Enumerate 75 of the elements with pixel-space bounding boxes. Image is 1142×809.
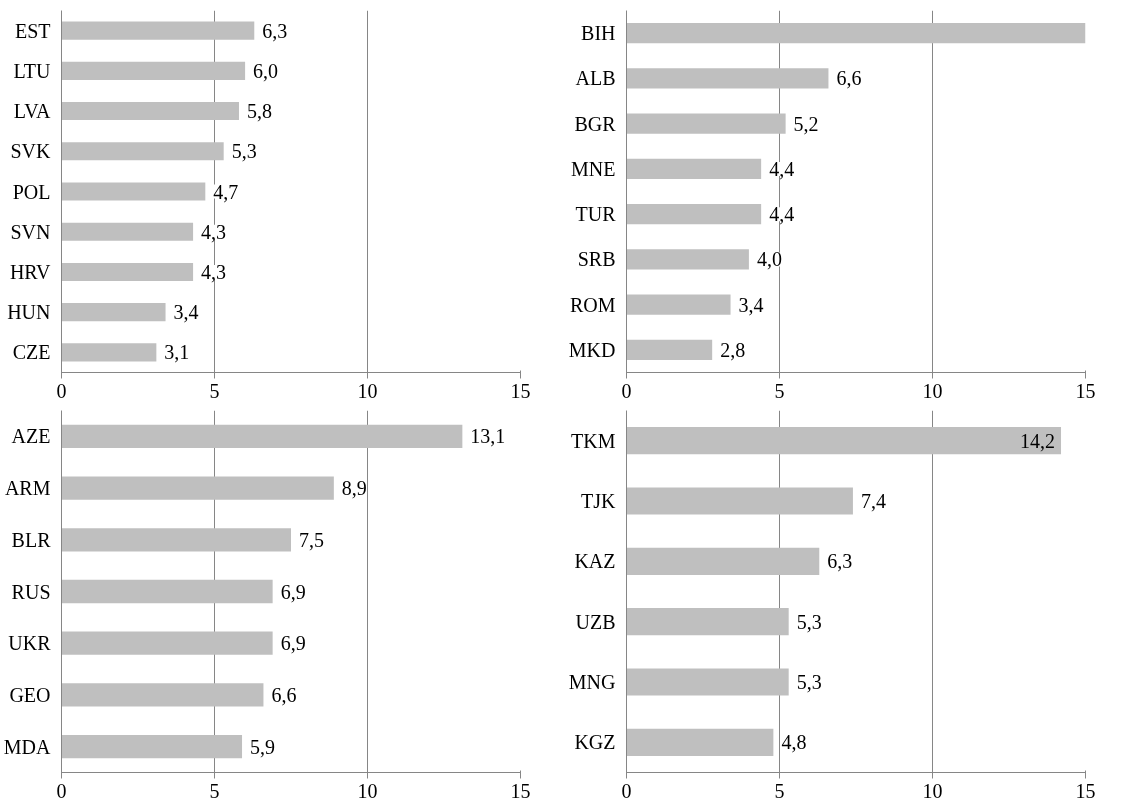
y-tick-label: KAZ (574, 550, 616, 573)
y-tick-label: TUR (575, 203, 617, 226)
data-label: 7,4 (860, 490, 886, 512)
data-label: 6,9 (280, 632, 306, 655)
y-tick-label: TJK (581, 490, 617, 512)
x-tick-label: 5 (774, 779, 785, 802)
y-tick-label: POL (12, 180, 51, 203)
y-tick-label: GEO (9, 683, 51, 706)
data-label: 5,3 (796, 671, 822, 693)
x-tick-label: 10 (357, 779, 378, 802)
data-label: 4,4 (769, 157, 795, 180)
x-tick-label: 10 (922, 379, 943, 402)
x-tick-label: 5 (209, 779, 220, 802)
x-tick-label: 15 (1075, 779, 1096, 802)
data-label: 6,3 (262, 19, 288, 42)
y-tick-label: MNE (571, 157, 616, 180)
y-tick-label: ALB (575, 67, 616, 90)
data-label: 5,8 (246, 100, 272, 123)
y-tick-label: LTU (13, 59, 52, 82)
data-label: 4,3 (201, 260, 227, 283)
y-tick-label: SVN (10, 220, 51, 243)
x-tick-label: 0 (621, 379, 632, 402)
data-label: 3,1 (164, 341, 190, 364)
x-tick-label: 0 (621, 779, 632, 802)
x-tick-label: 15 (1075, 379, 1096, 402)
data-label: 14,2 (1020, 429, 1056, 452)
y-tick-label: ROM (569, 293, 616, 316)
x-tick-label: 5 (774, 379, 785, 402)
data-label: 3,4 (738, 293, 764, 316)
y-tick-label: SVK (10, 140, 52, 163)
data-label: 3,4 (173, 301, 199, 324)
x-tick-label: 0 (56, 379, 67, 402)
data-label: 6,0 (253, 59, 279, 82)
y-tick-label: UKR (8, 632, 52, 655)
y-tick-label: MNG (568, 671, 616, 693)
data-label: 6,9 (280, 580, 306, 603)
y-tick-label: MDA (3, 735, 52, 758)
data-label: 4,0 (756, 248, 782, 271)
y-tick-label: KGZ (574, 731, 616, 754)
data-label: 2,8 (720, 338, 746, 361)
data-label: 7,5 (299, 528, 324, 551)
x-tick-label: 15 (510, 379, 531, 402)
y-tick-label: HRV (9, 260, 52, 283)
data-label: 6,6 (836, 67, 862, 90)
data-label: 4,7 (213, 180, 239, 203)
y-tick-label: HUN (7, 301, 51, 324)
y-tick-label: ARM (4, 477, 51, 500)
data-label: 4,3 (201, 220, 227, 243)
data-label: 4,8 (781, 731, 807, 754)
data-label: 5,9 (250, 735, 276, 758)
y-tick-label: UZB (575, 610, 616, 633)
y-tick-label: BGR (574, 112, 617, 135)
y-tick-label: TKM (571, 429, 616, 452)
y-tick-label: AZE (11, 425, 51, 448)
data-label: 6,3 (827, 550, 853, 573)
y-tick-label: BIH (581, 22, 616, 45)
data-label: 4,4 (769, 203, 795, 226)
data-label: 6,6 (271, 683, 297, 706)
y-tick-label: EST (14, 19, 51, 42)
y-tick-label: LVA (13, 100, 52, 123)
y-tick-label: RUS (11, 580, 51, 603)
y-tick-label: SRB (577, 248, 616, 271)
x-tick-label: 10 (357, 379, 378, 402)
y-tick-label: MKD (568, 338, 616, 361)
data-label: 5,3 (796, 610, 822, 633)
y-tick-label: CZE (12, 341, 51, 364)
data-label: 8,9 (341, 477, 367, 500)
x-tick-label: 5 (209, 379, 220, 402)
x-tick-label: 15 (510, 779, 531, 802)
x-tick-label: 0 (56, 779, 67, 802)
data-label: 5,2 (793, 112, 819, 135)
data-label: 13,1 (470, 425, 506, 448)
data-label: 5,3 (231, 140, 257, 163)
x-tick-label: 10 (922, 779, 943, 802)
y-tick-label: BLR (11, 528, 52, 551)
